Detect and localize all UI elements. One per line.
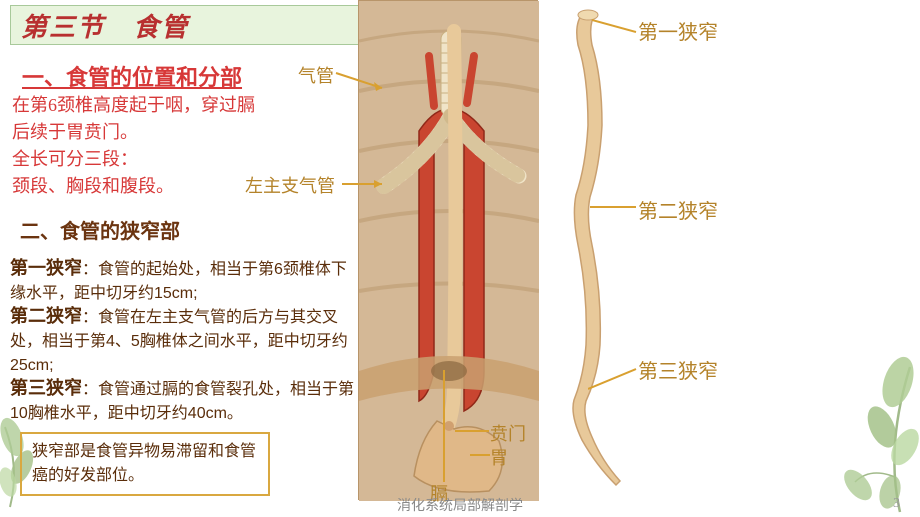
anno-n2: 第二狭窄 [638, 195, 718, 224]
narrow1-label: 第一狭窄 [10, 258, 82, 278]
narrow3-block: 第三狭窄：食管通过膈的食管裂孔处，相当于第10胸椎水平，距中切牙约40cm。 [10, 375, 358, 426]
section1-body: 在第6颈椎高度起于咽，穿过膈后续于胃贲门。 全长可分三段： 颈段、胸段和腹段。 [12, 92, 257, 200]
leaf-deco-bottom-right [790, 337, 920, 517]
anno-left-bronchus: 左主支气管 [245, 172, 335, 198]
anno-trachea: 气管 [298, 62, 334, 88]
anno-n1: 第一狭窄 [638, 16, 718, 45]
page-number: 3 [893, 496, 900, 512]
narrow1-block: 第一狭窄：食管的起始处，相当于第6颈椎体下缘水平，距中切牙约15cm; [10, 255, 358, 306]
line-cardia [455, 425, 495, 437]
line-n2 [590, 200, 640, 214]
narrow2-block: 第二狭窄：食管在左主支气管的后方与其交叉处，相当于第4、5胸椎体之间水平，距中切… [10, 303, 358, 378]
line-n1 [592, 14, 642, 38]
anno-cardia: 贲门 [490, 420, 526, 446]
narrow2-label: 第二狭窄 [10, 306, 82, 326]
line-n3 [588, 365, 640, 395]
arrow-trachea [334, 66, 394, 96]
slide-title: 第三节 食管 [21, 7, 189, 44]
slide-container: 第三节 食管 一、食管的位置和分部 在第6颈椎高度起于咽，穿过膈后续于胃贲门。 … [0, 0, 920, 517]
narrow3-label: 第三狭窄 [10, 378, 82, 398]
footer-text: 消化系统局部解剖学 [397, 495, 523, 515]
esophagus-side-diagram [548, 5, 623, 493]
section2-heading: 二、食管的狭窄部 [20, 215, 180, 244]
title-bar: 第三节 食管 [10, 5, 365, 45]
section1-heading: 一、食管的位置和分部 [22, 60, 242, 92]
anno-n3: 第三狭窄 [638, 355, 718, 384]
arrow-bronchus [340, 176, 388, 196]
line-stomach [470, 449, 495, 461]
line-diaphragm [438, 370, 450, 488]
callout-box: 狭窄部是食管异物易滞留和食管癌的好发部位。 [20, 432, 270, 496]
